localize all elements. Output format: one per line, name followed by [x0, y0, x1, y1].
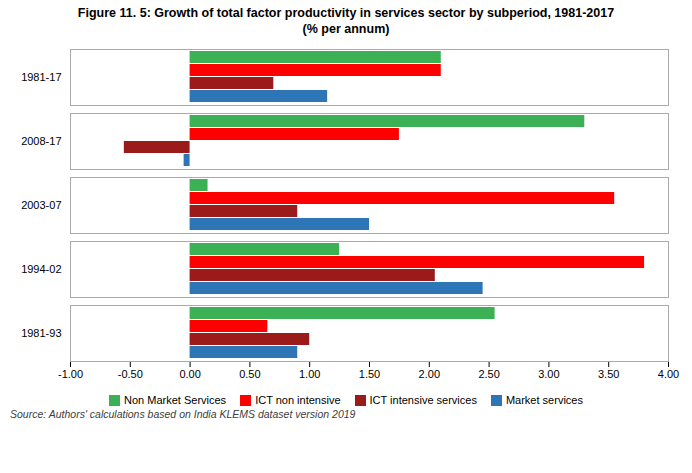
svg-text:-0.50: -0.50 [118, 369, 143, 381]
svg-text:2.00: 2.00 [419, 369, 440, 381]
svg-text:0.50: 0.50 [239, 369, 260, 381]
html-text:Figure 11. 5: Growth of total: Figure 11. 5: Growth of total factor pro… [77, 6, 615, 20]
svg-text:-1.00: -1.00 [58, 369, 83, 381]
svg-text:2008-17: 2008-17 [21, 135, 61, 147]
svg-text:1.50: 1.50 [359, 369, 380, 381]
svg-text:1994-02: 1994-02 [21, 263, 61, 275]
html-text:Non Market Services: Non Market Services [124, 394, 227, 407]
html-text:(% per annum): (% per annum) [302, 21, 390, 36]
svg-text:1.00: 1.00 [299, 369, 320, 381]
svg-text:2003-07: 2003-07 [21, 199, 61, 211]
svg-text:4.00: 4.00 [658, 369, 679, 381]
svg-text:0.00: 0.00 [179, 369, 200, 381]
html-text:Market services: Market services [505, 394, 583, 407]
svg-text:3.50: 3.50 [598, 369, 619, 381]
svg-text:1981-17: 1981-17 [21, 71, 61, 83]
html-text:ICT intensive services: ICT intensive services [369, 394, 477, 407]
svg-text:3.00: 3.00 [538, 369, 559, 381]
html-text:Source: Authors' calculations: Source: Authors' calculations based on I… [10, 408, 356, 421]
svg-text:2.50: 2.50 [478, 369, 499, 381]
svg-text:1981-93: 1981-93 [21, 327, 61, 339]
html-text:ICT non intensive: ICT non intensive [255, 394, 341, 407]
